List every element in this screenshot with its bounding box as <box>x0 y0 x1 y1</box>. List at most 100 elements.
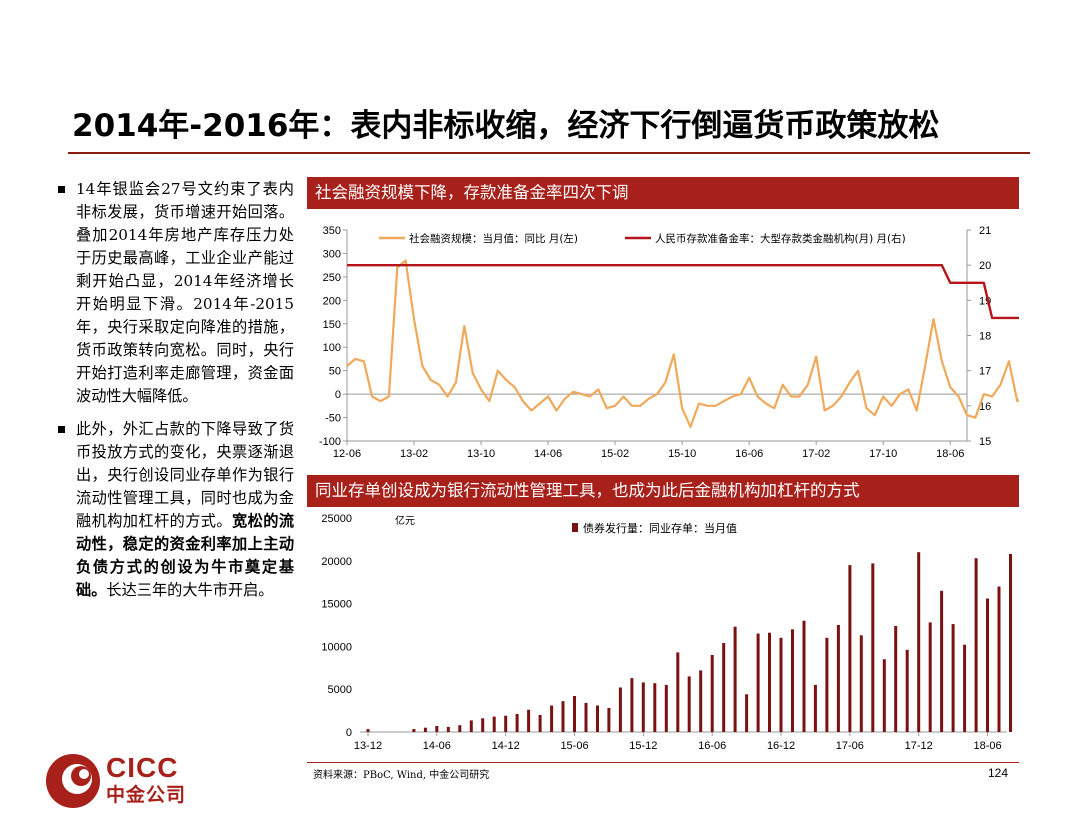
y-left-tick-label: 100 <box>323 342 341 354</box>
x-tick-label: 14-12 <box>492 740 520 752</box>
y-right-tick-label: 20 <box>979 260 991 272</box>
bar <box>940 590 944 732</box>
x-tick-label: 15-10 <box>668 448 696 460</box>
bar <box>986 598 989 732</box>
bar <box>653 683 657 732</box>
x-tick-label: 18-06 <box>973 740 1001 752</box>
bullet-list: 14年银监会27号文约束了表内非标发展，货币增速开始回落。叠加2014年房地产库… <box>58 178 294 612</box>
bar <box>481 718 485 732</box>
x-tick-label: 17-12 <box>905 740 933 752</box>
y-left-tick-label: 150 <box>323 319 341 331</box>
bullet-bold-text: 宽松的流动性，稳定的资金利率加上主动负债方式的创设为牛市奠定基础。 <box>76 512 295 599</box>
x-tick-label: 14-06 <box>534 448 562 460</box>
y-right-tick-label: 16 <box>979 401 991 413</box>
bar <box>1009 554 1012 732</box>
bar <box>813 684 817 732</box>
bullet-item-2: 此外，外汇占款的下降导致了货币投放方式的变化，央票逐渐退出，央行创设同业存单作为… <box>58 418 294 602</box>
x-tick-label: 13-10 <box>467 448 495 460</box>
y-left-tick-label: 300 <box>323 248 341 260</box>
x-tick-label: 14-06 <box>423 740 451 752</box>
bar <box>504 715 508 732</box>
y-tick-label: 15000 <box>321 599 352 611</box>
y-right-tick-label: 17 <box>979 366 991 378</box>
y-tick-label: 5000 <box>328 684 352 696</box>
bar <box>791 629 794 732</box>
page-number: 124 <box>988 766 1009 780</box>
bar <box>905 649 909 732</box>
bar <box>423 727 427 732</box>
x-tick-label: 17-10 <box>869 448 897 460</box>
series-line-1 <box>346 259 1019 428</box>
bar <box>573 696 576 732</box>
bar <box>618 687 622 732</box>
y-right-tick-label: 18 <box>979 331 991 343</box>
bar <box>894 625 898 732</box>
y-right-tick-label: 21 <box>979 225 991 237</box>
x-tick-label: 16-12 <box>767 740 795 752</box>
bar <box>917 552 921 732</box>
bar <box>768 632 771 732</box>
chart2-bar-chart: 25000 20000 15000 10000 5000 0 亿元 13-12 14-06 14-… <box>321 513 1012 752</box>
legend-swatch <box>572 523 578 532</box>
bar <box>733 626 737 732</box>
bar <box>848 565 852 732</box>
bullet-square-icon <box>58 186 65 193</box>
bar <box>779 637 783 732</box>
bullet-text: 14年银监会27号文约束了表内非标发展，货币增速开始回落。叠加2014年房地产库… <box>76 180 294 405</box>
x-tick-label: 15-02 <box>601 448 629 460</box>
bar <box>882 659 886 732</box>
series-line-2 <box>347 264 1019 320</box>
x-tick-label: 17-02 <box>802 448 830 460</box>
bar <box>527 709 531 732</box>
chart1-line-chart: 350300250200150100500-50-100212019181716… <box>319 225 1019 460</box>
bar <box>492 716 496 732</box>
cicc-logo-icon <box>46 754 100 808</box>
bar <box>469 720 473 732</box>
footer-divider <box>307 762 1019 763</box>
bar <box>561 701 565 732</box>
bar <box>745 694 749 732</box>
y-left-tick-label: 50 <box>329 366 341 378</box>
legend-label-1: 社会融资规模：当月值：同比 月(左) <box>409 232 578 245</box>
bar <box>458 725 462 732</box>
legend-label-2: 人民币存款准备金率：大型存款类金融机构(月) 月(右) <box>655 232 906 245</box>
y-left-tick-label: -50 <box>325 413 341 425</box>
bullet-square-icon <box>58 426 65 433</box>
bar <box>538 714 542 732</box>
bar <box>756 633 760 732</box>
bar <box>825 637 829 732</box>
source-note: 资料来源：PBoC, Wind, 中金公司研究 <box>313 770 490 781</box>
bar <box>446 726 450 732</box>
unit-label: 亿元 <box>395 514 415 527</box>
x-tick-label: 12-06 <box>333 448 361 460</box>
x-tick-label: 17-06 <box>836 740 864 752</box>
x-tick-label: 16-06 <box>735 448 763 460</box>
bar <box>859 635 863 732</box>
title-divider <box>68 152 1030 154</box>
chart1-title: 社会融资规模下降，存款准备金率四次下调 <box>307 177 1019 209</box>
y-right-tick-label: 15 <box>979 436 991 448</box>
y-left-tick-label: 200 <box>323 295 341 307</box>
y-tick-label: 20000 <box>321 556 352 568</box>
bullet-item-1: 14年银监会27号文约束了表内非标发展，货币增速开始回落。叠加2014年房地产库… <box>58 178 294 408</box>
bullet-tail-text: 长达三年的大牛市开启。 <box>106 581 274 599</box>
bar <box>963 644 967 732</box>
logo-text-en: CICC <box>106 752 179 783</box>
y-tick-label: 0 <box>346 727 352 739</box>
legend-label: 债券发行量：同业存单：当月值 <box>583 521 737 535</box>
y-left-tick-label: 350 <box>323 225 341 237</box>
bar <box>871 563 875 732</box>
bar <box>664 684 668 732</box>
bar <box>699 670 703 732</box>
bar <box>584 702 588 732</box>
x-tick-label: 18-06 <box>936 448 964 460</box>
bar <box>836 625 840 732</box>
bar <box>687 676 691 732</box>
bar <box>515 714 519 732</box>
bar <box>722 643 726 732</box>
bar <box>802 620 806 732</box>
bar <box>641 682 645 732</box>
bar <box>928 622 932 732</box>
y-left-tick-label: 250 <box>323 272 341 284</box>
y-left-tick-label: 0 <box>335 389 341 401</box>
